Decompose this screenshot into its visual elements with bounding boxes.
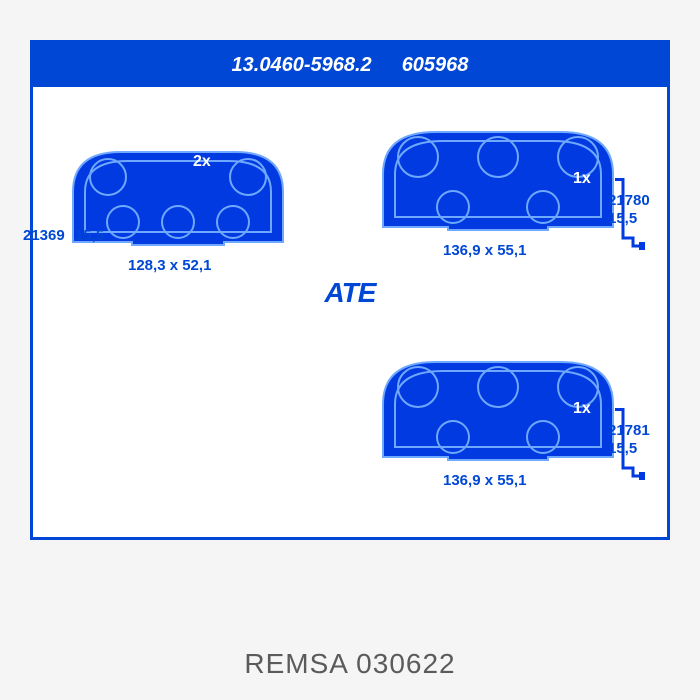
part-number-secondary: 605968 <box>402 54 469 77</box>
svg-text:2x: 2x <box>193 153 211 170</box>
footer-label: REMSA 030622 <box>244 648 455 680</box>
part-number-primary: 13.0460-5968.2 <box>232 54 372 77</box>
diagram-frame: 13.0460-5968.2 605968 ATE 2x 128,3 x 52,1… <box>30 40 670 540</box>
brand-logo: ATE <box>325 277 376 309</box>
pad-a-thickness: 15,5 <box>75 227 104 244</box>
pad-b: 1x <box>373 127 623 232</box>
pad-a-dimensions: 128,3 x 52,1 <box>128 257 211 274</box>
pad-c: 1x <box>373 357 623 462</box>
pad-a-wva: 21369 <box>23 227 65 244</box>
pad-b-wva: 21780 <box>608 192 650 209</box>
pad-b-dimensions: 136,9 x 55,1 <box>443 242 526 259</box>
svg-text:1x: 1x <box>573 170 591 187</box>
content-area: ATE 2x128,3 x 52,12136915,51x136,9 x 55,… <box>33 87 667 537</box>
pad-b-thickness: 15,5 <box>608 210 637 227</box>
pad-c-wva: 21781 <box>608 422 650 439</box>
pad-c-thickness: 15,5 <box>608 440 637 457</box>
header-bar: 13.0460-5968.2 605968 <box>33 43 667 87</box>
pad-c-dimensions: 136,9 x 55,1 <box>443 472 526 489</box>
svg-text:1x: 1x <box>573 400 591 417</box>
